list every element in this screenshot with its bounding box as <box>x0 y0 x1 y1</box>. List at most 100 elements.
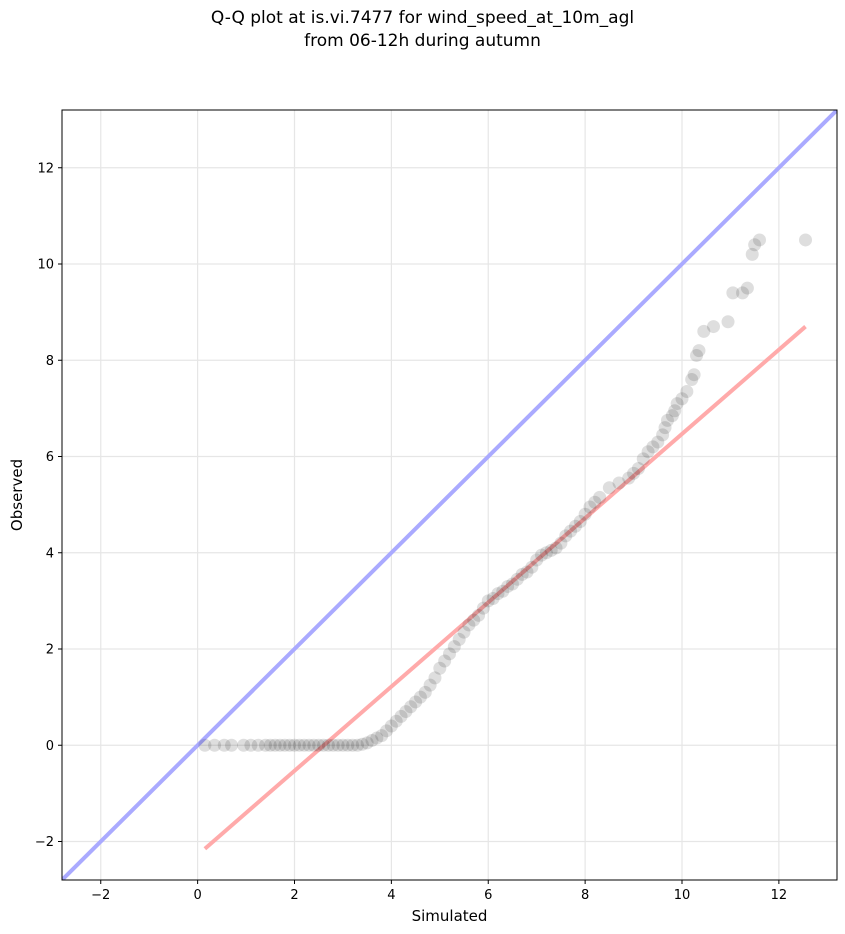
x-tick-label: 4 <box>387 888 395 903</box>
y-tick-label: 12 <box>37 161 54 176</box>
data-point <box>297 738 311 752</box>
data-point <box>539 546 553 560</box>
data-point <box>418 685 432 699</box>
data-point <box>341 738 355 752</box>
data-point <box>225 738 239 752</box>
data-point <box>288 738 301 752</box>
data-point <box>317 738 331 752</box>
x-tick-label: 6 <box>484 888 492 903</box>
data-point <box>515 567 529 581</box>
data-point <box>399 705 413 719</box>
data-point <box>428 671 442 685</box>
x-axis-label: Simulated <box>412 907 488 925</box>
data-point <box>208 738 222 752</box>
data-point <box>346 738 360 752</box>
data-point <box>670 397 684 411</box>
data-point <box>573 514 587 528</box>
reference-line <box>203 325 807 851</box>
data-point <box>692 344 706 358</box>
data-point <box>312 738 326 752</box>
data-point <box>520 565 534 579</box>
data-point <box>505 577 519 591</box>
data-point <box>612 476 626 490</box>
data-point <box>549 541 563 555</box>
data-point <box>721 315 735 329</box>
data-point <box>646 440 660 454</box>
data-point <box>486 591 500 605</box>
data-point <box>593 490 607 504</box>
data-point <box>457 625 471 639</box>
data-point <box>433 661 447 675</box>
data-point <box>292 738 306 752</box>
reference-line <box>62 110 837 880</box>
data-point <box>641 445 655 459</box>
data-point <box>423 678 437 692</box>
data-point <box>409 695 423 709</box>
data-point <box>370 731 384 745</box>
data-point <box>706 320 720 334</box>
chart-title-line-2: from 06-12h during autumn <box>304 31 541 51</box>
y-tick-label: 6 <box>46 450 54 465</box>
y-tick-label: 8 <box>46 354 54 369</box>
data-point <box>627 466 641 480</box>
data-point <box>740 281 754 295</box>
x-tick-label: −2 <box>91 888 110 903</box>
data-points <box>198 233 813 752</box>
data-point <box>668 404 682 418</box>
data-point <box>799 233 813 247</box>
data-point <box>530 553 544 567</box>
data-point <box>217 738 231 752</box>
data-point <box>251 738 265 752</box>
data-point <box>413 690 427 704</box>
data-point <box>745 247 759 261</box>
data-point <box>525 560 539 574</box>
data-point <box>384 719 398 733</box>
data-point <box>491 587 505 601</box>
data-point <box>564 524 578 538</box>
data-point <box>360 736 374 750</box>
data-point <box>452 632 466 646</box>
data-point <box>472 608 486 622</box>
data-point <box>263 738 277 752</box>
data-point <box>726 286 740 300</box>
data-point <box>631 462 645 476</box>
y-tick-label: 4 <box>46 546 54 561</box>
y-axis-label: Observed <box>8 459 26 531</box>
data-point <box>331 738 345 752</box>
data-point <box>447 640 461 654</box>
data-point <box>583 500 597 514</box>
data-point <box>658 421 672 435</box>
data-point <box>438 654 452 668</box>
data-point <box>278 738 292 752</box>
data-point <box>443 647 456 661</box>
data-point <box>753 233 766 247</box>
data-point <box>302 738 316 752</box>
data-point <box>651 435 665 449</box>
data-point <box>636 452 650 466</box>
chart-title-line-1: Q-Q plot at is.vi.7477 for wind_speed_at… <box>210 8 635 28</box>
data-point <box>656 428 670 442</box>
x-tick-label: 0 <box>193 888 201 903</box>
data-point <box>568 519 582 533</box>
data-point <box>268 738 282 752</box>
data-point <box>510 572 524 586</box>
data-point <box>404 700 418 714</box>
data-point <box>355 737 369 751</box>
data-point <box>559 529 573 543</box>
data-point <box>687 368 701 382</box>
y-tick-label: 2 <box>46 643 54 658</box>
data-point <box>380 724 394 738</box>
x-tick-label: 12 <box>771 888 788 903</box>
data-point <box>697 324 711 338</box>
data-point <box>496 584 510 598</box>
y-tick-label: −2 <box>35 835 54 850</box>
reference-lines <box>62 110 837 880</box>
data-point <box>273 738 287 752</box>
data-point <box>554 536 568 550</box>
plot-frame <box>61 109 838 881</box>
data-point <box>462 618 476 632</box>
data-point <box>244 738 258 752</box>
data-point <box>501 579 515 593</box>
data-point <box>690 348 704 362</box>
data-point <box>675 392 689 406</box>
